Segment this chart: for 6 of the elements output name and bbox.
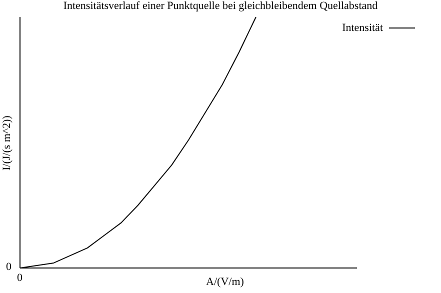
text: 0 <box>6 261 12 273</box>
x-axis-title: A/(V/m) <box>206 276 244 288</box>
y-axis-title: I/(J/(s m^2)) <box>1 115 13 170</box>
text: 0 <box>17 272 22 284</box>
legend-label: Intensität <box>342 22 383 34</box>
chart-title: Intensitätsverlauf einer Punktquelle bei gleichbleibendem Quellabstand <box>62 0 379 12</box>
